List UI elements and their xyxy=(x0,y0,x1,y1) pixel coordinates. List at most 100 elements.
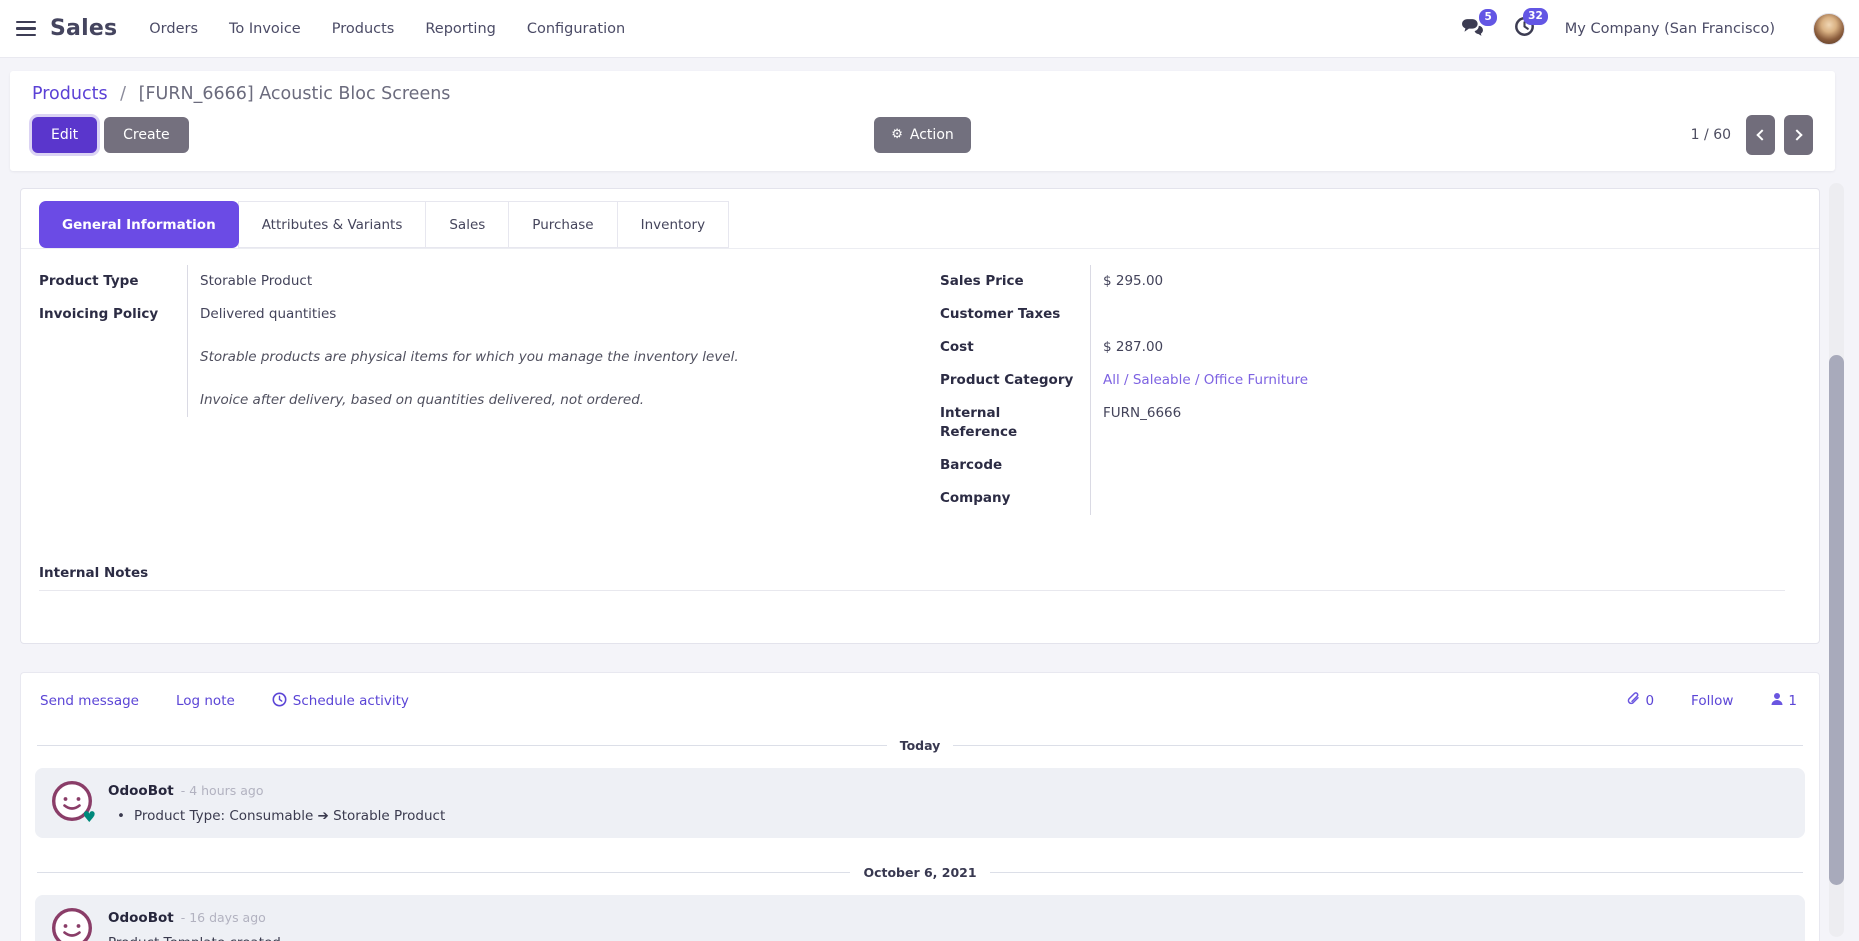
date-divider-label: October 6, 2021 xyxy=(863,865,977,880)
field-row-cost: Cost $ 287.00 xyxy=(940,331,1740,364)
menu-configuration[interactable]: Configuration xyxy=(526,20,626,37)
date-divider-label: Today xyxy=(899,738,941,753)
field-value-product-type[interactable]: Storable Product xyxy=(187,265,744,298)
product-type-helper-text: Storable products are physical items for… xyxy=(200,349,739,365)
attachments-count: 0 xyxy=(1645,693,1655,709)
log-note-button[interactable]: Log note xyxy=(175,693,235,709)
apps-menu-icon[interactable] xyxy=(16,20,36,37)
menu-to-invoice[interactable]: To Invoice xyxy=(229,20,301,37)
field-row-company: Company xyxy=(940,482,1740,515)
create-button[interactable]: Create xyxy=(104,116,189,154)
product-form-sheet: General Information Attributes & Variant… xyxy=(20,188,1820,644)
schedule-activity-button[interactable]: Schedule activity xyxy=(272,692,409,711)
followers-button[interactable]: 1 xyxy=(1770,692,1797,710)
control-panel: Products / [FURN_6666] Acoustic Bloc Scr… xyxy=(10,71,1835,171)
edit-button[interactable]: Edit xyxy=(32,116,98,154)
main-menu: Orders To Invoice Products Reporting Con… xyxy=(147,15,627,43)
menu-products[interactable]: Products xyxy=(331,20,395,37)
field-value-invoicing-policy[interactable]: Delivered quantities xyxy=(187,298,744,331)
field-value-cost[interactable]: $ 287.00 xyxy=(1090,331,1740,364)
bullet: • xyxy=(117,808,125,824)
helper-row: Invoice after delivery, based on quantit… xyxy=(39,374,744,417)
followers-count: 1 xyxy=(1788,693,1797,709)
field-row-product-category: Product Category All / Saleable / Office… xyxy=(940,364,1740,397)
messages-button[interactable]: 5 xyxy=(1461,9,1497,40)
menu-reporting[interactable]: Reporting xyxy=(425,20,496,37)
field-row-internal-reference: Internal Reference FURN_6666 xyxy=(940,397,1740,449)
attachments-button[interactable]: 0 xyxy=(1626,691,1654,711)
field-row-sales-price: Sales Price $ 295.00 xyxy=(940,265,1740,298)
chatter-message[interactable]: ♥ OdooBot - 4 hours ago • Product Type: … xyxy=(35,768,1805,838)
tab-inventory[interactable]: Inventory xyxy=(616,201,730,248)
field-label: Internal Reference xyxy=(940,405,1018,440)
field-group-right: Sales Price $ 295.00 Customer Taxes Cost… xyxy=(940,265,1740,515)
schedule-clock-icon xyxy=(272,692,287,711)
top-navbar: Sales Orders To Invoice Products Reporti… xyxy=(0,0,1859,58)
send-message-button[interactable]: Send message xyxy=(40,693,139,709)
internal-notes-section: Internal Notes xyxy=(39,565,1785,591)
vertical-scrollbar-thumb[interactable] xyxy=(1829,355,1844,885)
field-value-barcode[interactable] xyxy=(1090,449,1740,482)
tab-sales[interactable]: Sales xyxy=(425,201,510,248)
menu-orders[interactable]: Orders xyxy=(149,20,199,37)
field-row-barcode: Barcode xyxy=(940,449,1740,482)
field-label: Company xyxy=(940,490,1011,506)
internal-notes-title: Internal Notes xyxy=(39,565,149,581)
odoobot-avatar: ♥ xyxy=(51,780,96,826)
field-label: Product Type xyxy=(39,273,139,289)
field-value-company[interactable] xyxy=(1090,482,1740,515)
app-name[interactable]: Sales xyxy=(50,16,118,41)
breadcrumb-separator: / xyxy=(120,84,127,104)
field-label: Barcode xyxy=(940,457,1003,473)
pager-previous-button[interactable] xyxy=(1746,115,1776,155)
vertical-scrollbar-track[interactable] xyxy=(1829,183,1844,937)
breadcrumb: Products / [FURN_6666] Acoustic Bloc Scr… xyxy=(32,84,1813,104)
message-body-text: Product Template created xyxy=(108,935,281,941)
navbar-right: 5 32 My Company (San Francisco) xyxy=(1461,8,1845,45)
tracking-change-text: Product Type: Consumable ➔ Storable Prod… xyxy=(133,808,446,824)
chatter-message[interactable]: OdooBot - 16 days ago Product Template c… xyxy=(35,895,1805,941)
tab-general-information[interactable]: General Information xyxy=(39,201,239,248)
person-icon xyxy=(1770,692,1784,710)
action-button[interactable]: ⚙ Action xyxy=(874,116,971,154)
paperclip-icon xyxy=(1626,691,1641,711)
pager-value: 1 / 60 xyxy=(1690,127,1732,143)
chatter: Send message Log note Schedule activity xyxy=(20,672,1820,941)
field-label: Cost xyxy=(940,339,974,355)
date-divider-today: Today xyxy=(21,738,1819,753)
field-value-customer-taxes[interactable] xyxy=(1090,298,1740,331)
field-row-customer-taxes: Customer Taxes xyxy=(940,298,1740,331)
field-label: Invoicing Policy xyxy=(39,306,159,322)
field-value-sales-price[interactable]: $ 295.00 xyxy=(1090,265,1740,298)
field-label: Customer Taxes xyxy=(940,306,1061,322)
follow-button[interactable]: Follow xyxy=(1691,693,1734,709)
breadcrumb-products-link[interactable]: Products xyxy=(32,84,108,104)
notebook-tabs: General Information Attributes & Variant… xyxy=(21,189,1819,249)
action-button-label: Action xyxy=(909,126,954,143)
tab-purchase[interactable]: Purchase xyxy=(508,201,618,248)
heart-icon: ♥ xyxy=(82,808,96,826)
company-switcher[interactable]: My Company (San Francisco) xyxy=(1564,20,1775,37)
tab-attributes-variants[interactable]: Attributes & Variants xyxy=(237,201,427,248)
activities-button[interactable]: 32 xyxy=(1514,8,1548,41)
field-group-left: Product Type Storable Product Invoicing … xyxy=(39,265,744,515)
message-author[interactable]: OdooBot xyxy=(108,783,174,799)
chat-bubble-icon xyxy=(1461,17,1484,40)
breadcrumb-current: [FURN_6666] Acoustic Bloc Screens xyxy=(138,84,451,104)
field-row-product-type: Product Type Storable Product xyxy=(39,265,744,298)
date-divider-october: October 6, 2021 xyxy=(21,865,1819,880)
field-row-invoicing-policy: Invoicing Policy Delivered quantities xyxy=(39,298,744,331)
message-timestamp: - 4 hours ago xyxy=(180,783,264,798)
helper-row: Storable products are physical items for… xyxy=(39,331,744,374)
gear-icon: ⚙ xyxy=(891,127,903,143)
message-timestamp: - 16 days ago xyxy=(180,910,266,925)
pager-next-button[interactable] xyxy=(1784,115,1814,155)
field-label: Product Category xyxy=(940,372,1074,388)
activities-badge: 32 xyxy=(1523,8,1548,25)
message-author[interactable]: OdooBot xyxy=(108,910,174,926)
field-value-internal-reference[interactable]: FURN_6666 xyxy=(1090,397,1740,449)
product-category-link[interactable]: All / Saleable / Office Furniture xyxy=(1103,372,1309,388)
odoobot-avatar xyxy=(51,907,93,941)
chevron-right-icon xyxy=(1791,129,1803,141)
user-avatar[interactable] xyxy=(1813,12,1845,45)
